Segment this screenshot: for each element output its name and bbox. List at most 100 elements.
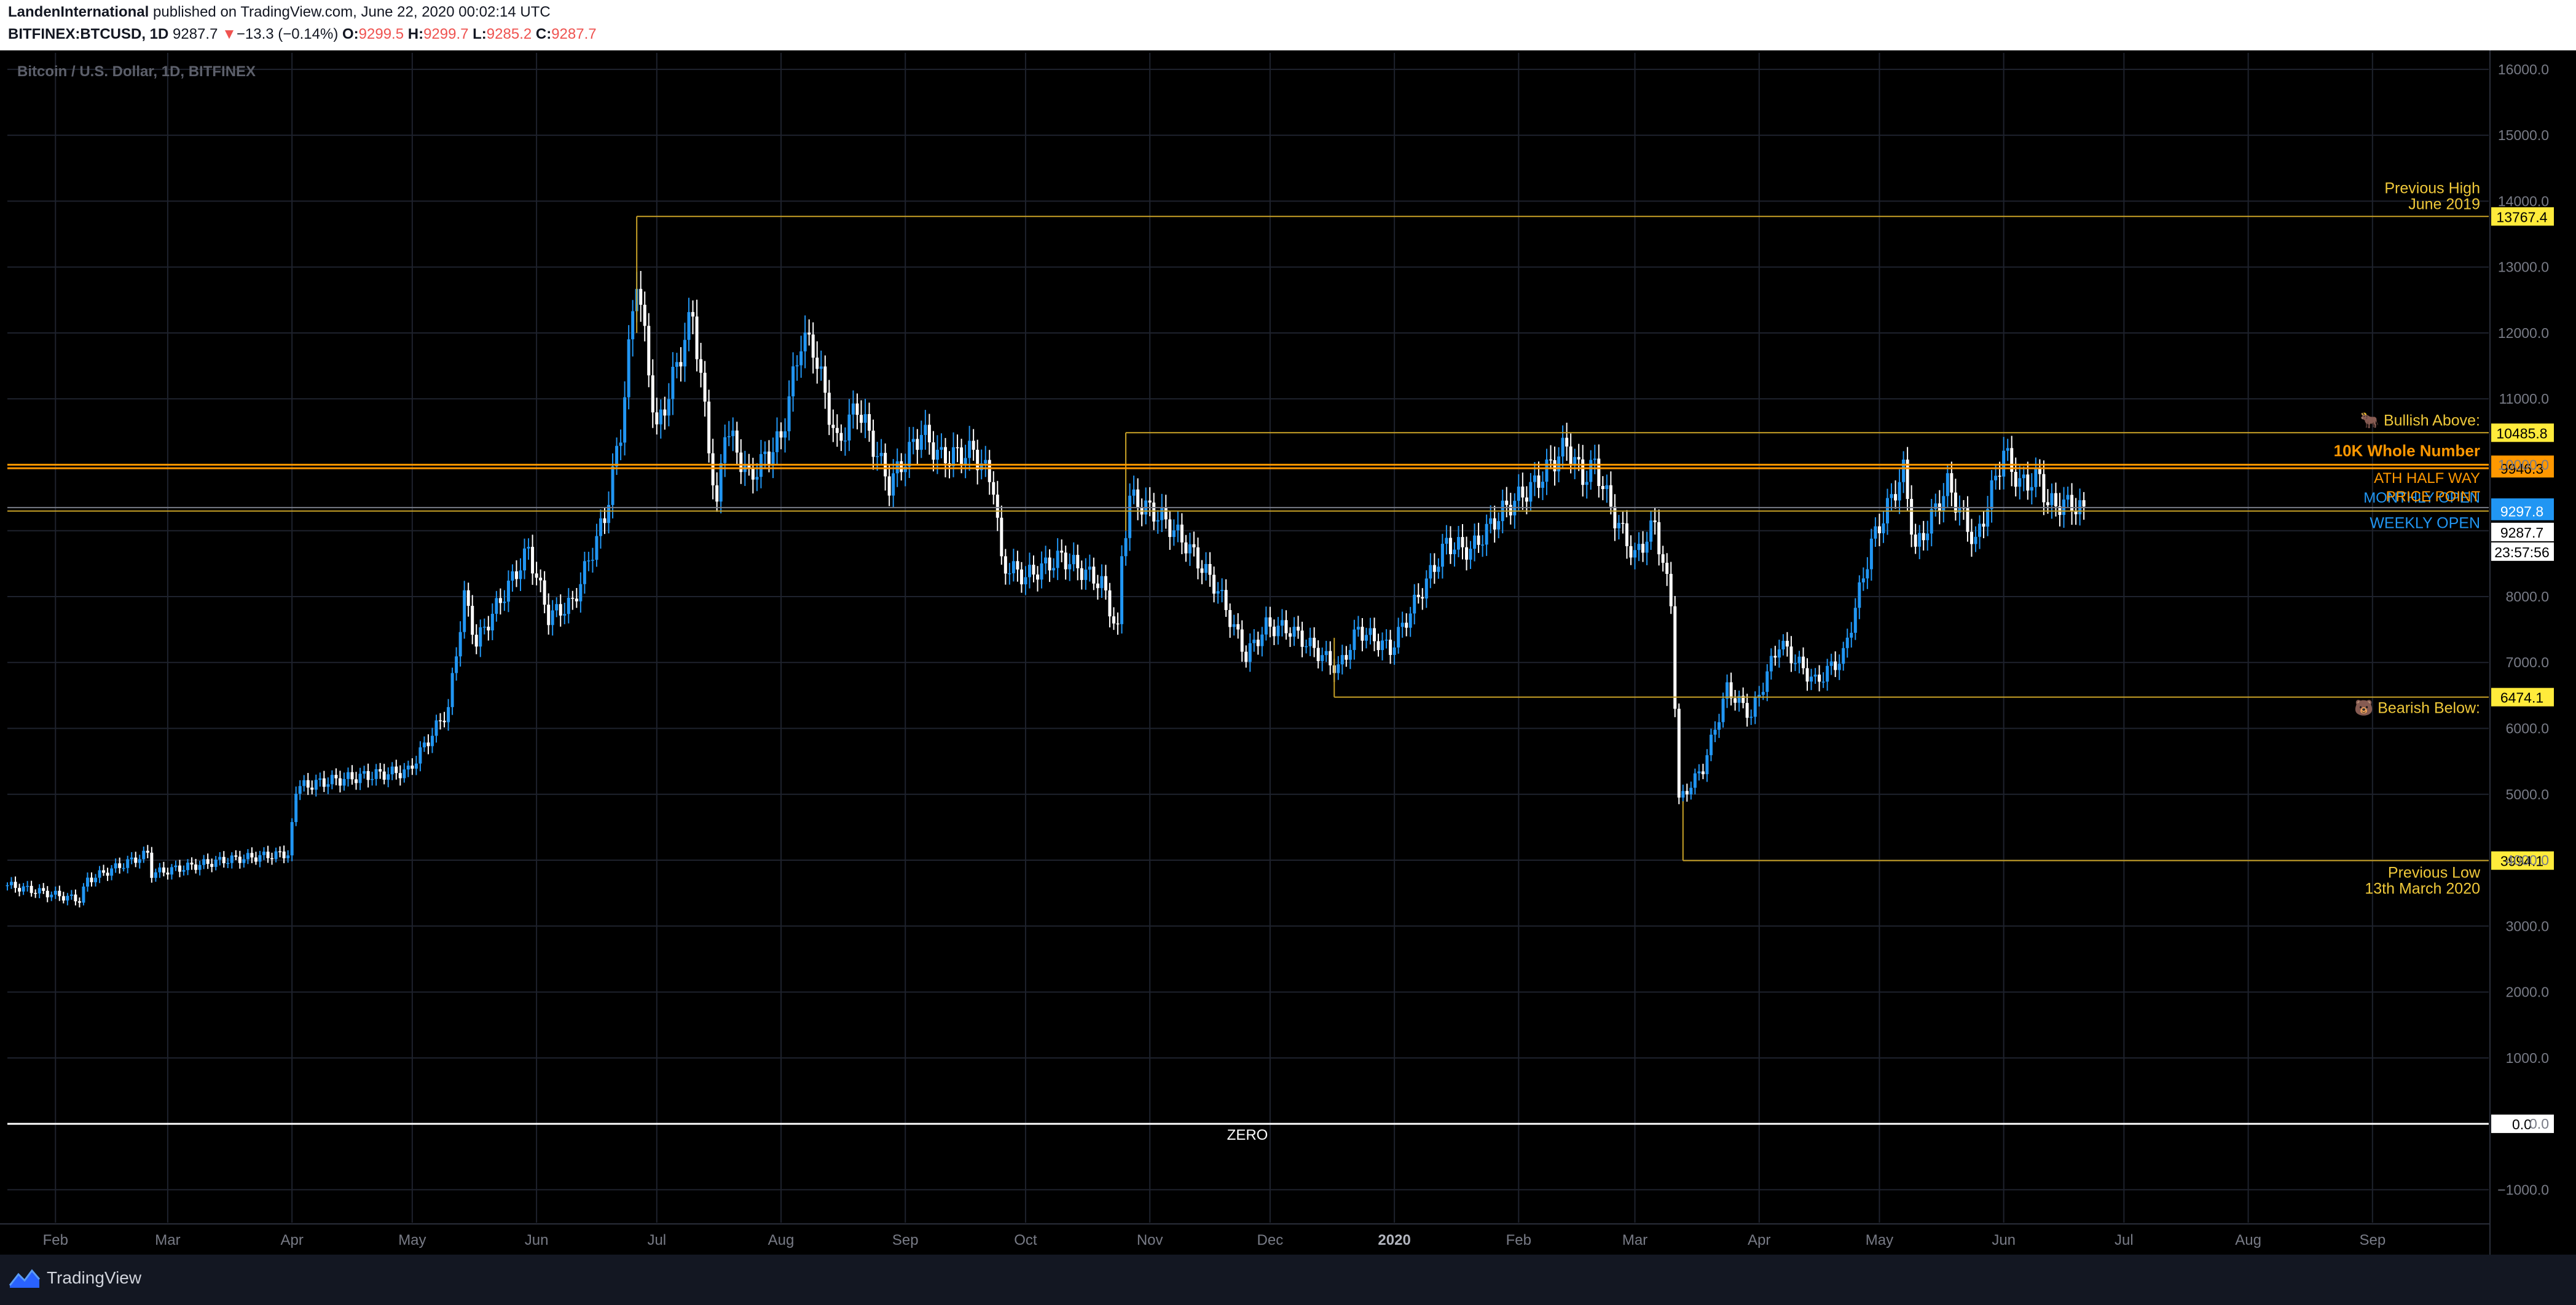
x-tick-label: Aug [768, 1232, 795, 1248]
candle-body [895, 461, 899, 474]
candle-body [1669, 574, 1673, 606]
candle-body [1461, 537, 1464, 547]
candle-body [1381, 640, 1384, 651]
candle-body [908, 442, 911, 467]
candle-body [398, 773, 402, 778]
x-tick-label: May [398, 1232, 426, 1248]
candle-body [1593, 458, 1596, 460]
candle-body [346, 772, 350, 779]
current-price-box [2491, 522, 2554, 541]
candle-body [1605, 485, 1609, 489]
candle-body [82, 886, 85, 903]
candle-body [1585, 482, 1588, 485]
candle-body [355, 779, 358, 783]
candle-body [474, 635, 478, 647]
candle-body [1437, 566, 1440, 572]
candle-body [1489, 518, 1493, 524]
candle-body [1176, 524, 1180, 531]
candle-body [1721, 699, 1725, 723]
candle-body [707, 401, 711, 453]
candle-body [1934, 503, 1938, 509]
candle-body [2042, 474, 2046, 503]
candle-body [892, 473, 895, 496]
candle-body [651, 375, 654, 413]
candle-body [186, 863, 190, 871]
price-chart[interactable]: Bitcoin / U.S. Dollar, 1D, BITFINEX 13767… [0, 50, 2576, 1255]
candle-body [1408, 613, 1412, 628]
candle-body [1906, 460, 1909, 500]
candle-body [1027, 565, 1031, 578]
candle-body [1757, 694, 1761, 697]
x-tick-label: Mar [1622, 1232, 1647, 1248]
tradingview-logo[interactable]: TradingView [7, 1266, 141, 1290]
candle-body [1469, 549, 1472, 560]
candle-body [1994, 476, 1998, 480]
candle-body [831, 425, 835, 428]
candle-body [1224, 590, 1228, 610]
candle-body [887, 476, 891, 496]
author-name[interactable]: LandenInternational [8, 4, 149, 20]
candle-body [1561, 437, 1565, 457]
candle-body [1068, 564, 1072, 570]
candle-body [1136, 489, 1140, 508]
candle-body [110, 868, 114, 876]
candle-body [1785, 641, 1789, 647]
candle-body [1092, 566, 1096, 584]
candle-body [463, 590, 466, 632]
countdown-label: 23:57:56 [2494, 544, 2550, 560]
candle-body [154, 872, 157, 878]
candle-body [1549, 459, 1553, 461]
candle-body [940, 447, 943, 450]
candle-body [134, 857, 138, 863]
candle-body [599, 518, 602, 536]
candle-body [1036, 574, 1040, 580]
candle-body [1621, 523, 1625, 524]
candle-body [278, 851, 282, 853]
candle-body [471, 606, 474, 635]
price-label-box [2491, 1115, 2554, 1134]
candle-body [1200, 568, 1204, 573]
level-annotation: Previous Low [2388, 864, 2481, 882]
candle-body [1958, 508, 1961, 513]
candle-body [258, 855, 262, 862]
candle-body [1288, 633, 1292, 637]
ohlc-bar: BITFINEX:BTCUSD, 1D 9287.7 ▼−13.3 (−0.14… [8, 26, 597, 43]
candle-body [779, 431, 783, 438]
level-annotation: 🐂 Bullish Above: [2360, 412, 2480, 429]
chart-area[interactable] [0, 50, 2576, 1255]
candle-body [2074, 511, 2078, 515]
candle-body [807, 332, 811, 335]
candle-body [547, 605, 551, 625]
price-label: 6474.1 [2500, 690, 2543, 706]
countdown-box [2491, 542, 2554, 561]
symbol-label[interactable]: BITFINEX:BTCUSD, 1D [8, 26, 169, 42]
y-tick-label: 14000.0 [2498, 193, 2549, 209]
candle-body [980, 463, 983, 471]
candle-body [1553, 460, 1557, 472]
candle-body [911, 439, 915, 442]
x-tick-label: Feb [43, 1232, 68, 1248]
candle-body [74, 894, 77, 901]
candle-body [1609, 485, 1612, 507]
candle-body [410, 766, 414, 769]
open-label: O: [342, 26, 359, 42]
candle-body [611, 466, 615, 505]
candle-body [1926, 533, 1930, 541]
price-label-box [2491, 459, 2554, 478]
candle-body [1108, 590, 1112, 617]
candle-body [571, 598, 575, 599]
candle-body [1521, 486, 1525, 498]
x-tick-label: Aug [2235, 1232, 2261, 1248]
candle-body [479, 627, 482, 647]
candle-body [1172, 530, 1176, 537]
candle-body [555, 604, 559, 611]
y-tick-label: 12000.0 [2498, 325, 2549, 341]
candle-body [1228, 609, 1232, 627]
candle-body [230, 855, 234, 863]
candle-body [22, 886, 25, 892]
candle-body [1918, 533, 1922, 547]
candle-body [795, 365, 799, 367]
level-annotation: 10K Whole Number [2334, 441, 2480, 460]
candle-body [579, 584, 583, 602]
candle-body [2046, 502, 2049, 506]
